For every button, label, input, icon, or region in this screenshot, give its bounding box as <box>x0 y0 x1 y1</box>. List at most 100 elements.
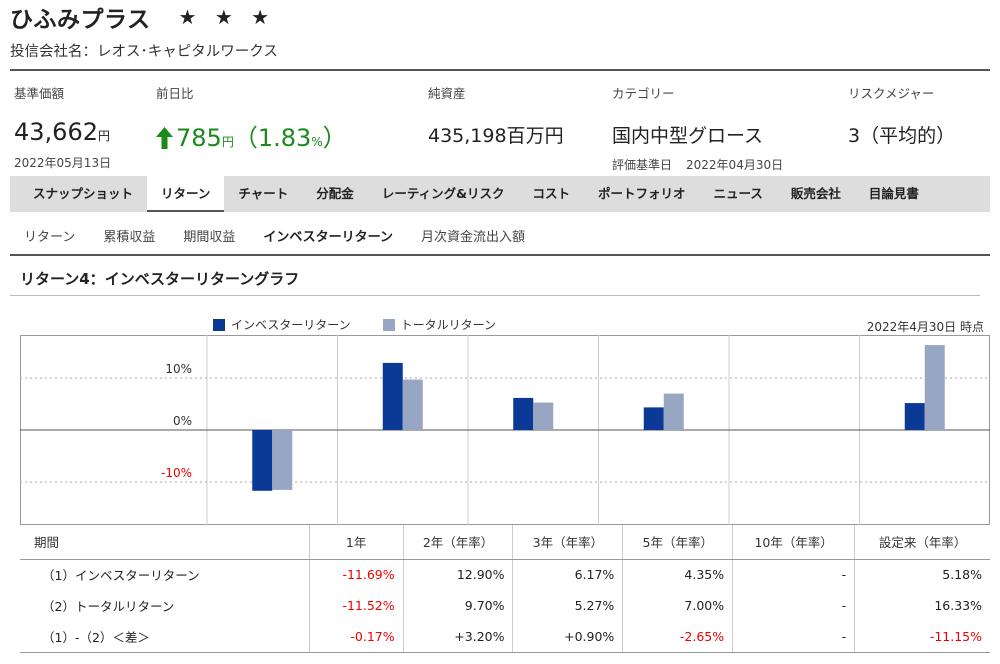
bar-0-5 <box>904 403 925 430</box>
legend-item-1: トータルリターン <box>382 316 497 333</box>
table-cell: -11.69% <box>308 559 404 590</box>
legend-swatch-0 <box>213 318 225 331</box>
tab-8[interactable]: 販売会社 <box>790 186 841 201</box>
nav-block: 基準価額 43,662円 2022年05月13日 <box>14 83 111 171</box>
table-header-5: 10年（年率） <box>732 525 855 560</box>
nav-unit: 円 <box>97 129 110 143</box>
table-cell: -11.52% <box>308 590 404 621</box>
row-label: （1）-（2）＜差＞ <box>20 621 310 653</box>
change-pct-open: （ <box>233 124 258 152</box>
fund-summary: 基準価額 43,662円 2022年05月13日 前日比 785円（1.83%）… <box>10 69 990 173</box>
table-cell: -0.17% <box>308 621 404 653</box>
category-basis: 評価基準日 2022年04月30日 <box>612 156 783 173</box>
table-cell: 5.27% <box>512 590 623 621</box>
basis-date: 2022年04月30日 <box>686 158 784 172</box>
nav-value: 43,662 <box>14 118 98 146</box>
y-tick-label: 10% <box>165 362 192 376</box>
main-tab-bar: スナップショット リターン チャート 分配金 レーティング&リスク コスト ポートフォリオ ニ… <box>10 176 990 212</box>
nav-value-line: 43,662円 <box>14 118 111 146</box>
table-row: （2）トータルリターン -11.52% 9.70% 5.27% 7.00% -16.33% <box>20 590 990 621</box>
bar-0-2 <box>513 397 534 430</box>
subtab-0[interactable]: リターン <box>24 230 76 245</box>
chart-legend: インベスターリターン トータルリターン <box>213 316 496 333</box>
change-block: 前日比 785円（1.83%） <box>156 83 347 153</box>
tab-3[interactable]: 分配金 <box>316 186 354 201</box>
table-row: （1）インベスターリターン -11.69% 12.90% 6.17% 4.35% -5.1… <box>20 559 990 590</box>
nav-date: 2022年05月13日 <box>14 156 112 170</box>
fund-title-row: ひふみプラス ★ ★ ★ <box>10 2 276 33</box>
tab-4[interactable]: レーティング&リスク <box>381 186 505 201</box>
table-header-3: 3年（年率） <box>512 525 623 560</box>
table-row: （1）-（2）＜差＞ -0.17% +3.20% +0.90% -2.65% - -11.1… <box>20 621 990 653</box>
basis-label: 評価基準日 <box>612 158 673 172</box>
table-header-0: 期間 <box>20 525 310 560</box>
y-tick-label: -10% <box>161 466 192 480</box>
table-cell: +3.20% <box>402 621 513 653</box>
bar-0-1 <box>382 362 403 430</box>
bar-0-0 <box>252 430 273 491</box>
bar-1-3 <box>663 393 684 430</box>
subtab-3[interactable]: インベスターリターン <box>263 230 394 245</box>
change-pct-close: ） <box>322 124 347 152</box>
risk-label: リスクメジャー <box>848 86 935 101</box>
up-arrow-icon <box>156 127 173 149</box>
row-label: （2）トータルリターン <box>42 599 175 614</box>
change-pct: 1.83 <box>257 124 312 152</box>
table-cell: 12.90% <box>402 559 513 590</box>
subtab-4[interactable]: 月次資金流出入額 <box>421 230 526 245</box>
table-header-2: 2年（年率） <box>402 525 513 560</box>
return-table: 期間 1年 2年（年率） 3年（年率） 5年（年率） 10年（年率） 設定来（年率） （1）… <box>20 525 990 653</box>
tab-1[interactable]: リターン <box>147 176 225 212</box>
tab-0[interactable]: スナップショット <box>33 186 134 201</box>
table-header-1: 1年 <box>308 525 404 560</box>
section-title: リターン4：インベスターリターングラフ <box>10 266 980 296</box>
table-cell: - <box>732 559 855 590</box>
tab-6[interactable]: ポートフォリオ <box>597 186 686 201</box>
legend-label-1: トータルリターン <box>400 318 497 332</box>
bar-1-1 <box>402 379 423 430</box>
subtab-2[interactable]: 期間収益 <box>183 230 236 245</box>
legend-label-0: インベスターリターン <box>231 318 351 332</box>
change-label: 前日比 <box>156 86 194 101</box>
row-label: （1）インベスターリターン <box>42 568 200 584</box>
legend-item-0: インベスターリターン <box>213 316 351 333</box>
table-cell: -11.15% <box>854 621 990 653</box>
assets-value: 435,198百万円 <box>428 125 564 147</box>
nav-label: 基準価額 <box>14 86 65 101</box>
tab-5[interactable]: コスト <box>532 186 570 201</box>
subtab-1[interactable]: 累積収益 <box>103 230 156 245</box>
risk-block: リスクメジャー 3（平均的） <box>848 83 955 148</box>
return-bar-chart: 10% 0% -10% <box>20 335 990 525</box>
chart-as-of: 2022年4月30日 時点 <box>866 320 984 334</box>
bar-0-3 <box>643 407 664 430</box>
table-cell: - <box>732 621 855 653</box>
legend-swatch-1 <box>382 318 395 331</box>
assets-label: 純資産 <box>428 86 466 101</box>
fund-name: ひふみプラス <box>10 7 151 33</box>
sub-tab-bar: リターン 累積収益 期間収益 インベスターリターン 月次資金流出入額 <box>10 220 990 256</box>
table-cell: 7.00% <box>622 590 733 621</box>
category-block: カテゴリー 国内中型グロース 評価基準日 2022年04月30日 <box>612 83 783 173</box>
table-cell: - <box>732 590 855 621</box>
table-header-6: 設定来（年率） <box>854 525 990 560</box>
bar-1-0 <box>272 430 293 490</box>
table-cell: -2.65% <box>622 621 733 653</box>
change-value: 785 <box>176 124 222 152</box>
category-label: カテゴリー <box>612 86 675 101</box>
change-unit: 円 <box>221 135 234 149</box>
table-header-row: 期間 1年 2年（年率） 3年（年率） 5年（年率） 10年（年率） 設定来（年率） <box>20 525 990 560</box>
assets-block: 純資産 435,198百万円 <box>428 83 564 148</box>
change-value-line: 785円（1.83%） <box>156 118 347 153</box>
tab-2[interactable]: チャート <box>238 186 289 201</box>
fund-company: 投信会社名：レオス･キャピタルワークス <box>10 44 278 60</box>
tab-9[interactable]: 目論見書 <box>868 186 919 201</box>
bar-1-5 <box>924 345 945 430</box>
y-tick-label: 0% <box>173 414 192 428</box>
table-cell: 9.70% <box>402 590 513 621</box>
category-value: 国内中型グロース <box>612 125 764 147</box>
tab-7[interactable]: ニュース <box>713 186 763 201</box>
change-pct-unit: % <box>311 135 323 149</box>
rating-stars: ★ ★ ★ <box>178 5 276 29</box>
bar-1-2 <box>533 402 554 430</box>
table-header-4: 5年（年率） <box>622 525 733 560</box>
